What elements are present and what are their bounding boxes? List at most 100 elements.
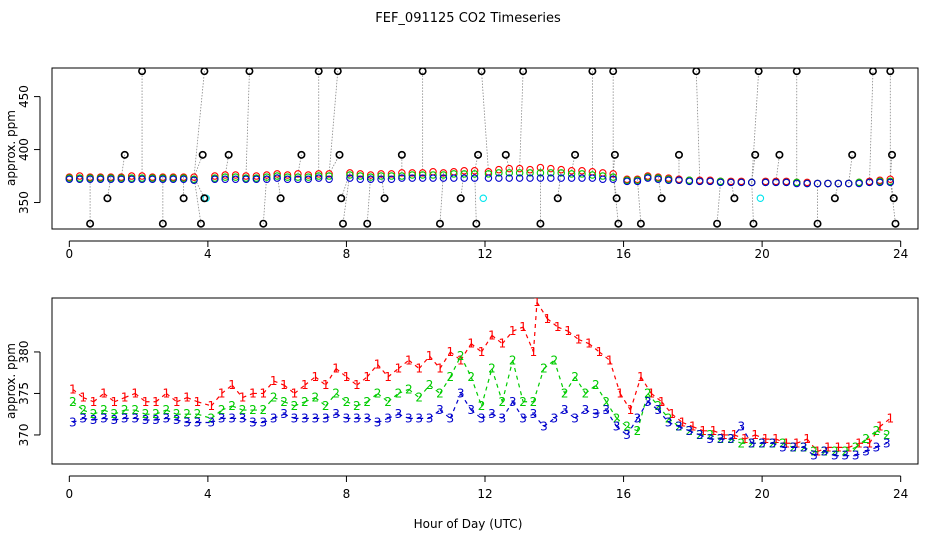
series-line-segment xyxy=(824,450,836,457)
series-line-segment xyxy=(387,392,399,403)
data-point-label: 3 xyxy=(121,411,129,425)
data-point-label: 1 xyxy=(762,432,770,446)
data-point xyxy=(377,175,385,183)
data-point xyxy=(65,175,74,183)
data-point xyxy=(107,175,115,183)
data-point xyxy=(439,169,448,177)
data-point-label: 1 xyxy=(426,349,434,363)
data-point-label: 3 xyxy=(550,411,558,425)
y-tick-label: 375 xyxy=(17,382,31,405)
data-point xyxy=(567,174,576,182)
series-line-segment xyxy=(93,417,105,421)
data-point xyxy=(495,174,503,182)
data-point-label: 2 xyxy=(436,386,444,400)
series-line-segment xyxy=(553,409,566,419)
data-point xyxy=(231,171,240,179)
data-point-label: 2 xyxy=(447,370,455,384)
data-point xyxy=(387,172,396,180)
data-point xyxy=(557,165,565,174)
data-point xyxy=(263,175,271,183)
data-point xyxy=(138,175,146,183)
data-point xyxy=(117,175,126,183)
data-point-label: 3 xyxy=(602,403,610,417)
data-point-label: 1 xyxy=(467,337,475,351)
data-point-label: 3 xyxy=(883,436,891,450)
data-point-label: 1 xyxy=(270,374,278,388)
series-line-segment xyxy=(734,434,746,440)
data-point-label: 1 xyxy=(595,345,603,359)
series-line-segment xyxy=(439,376,451,394)
data-point-label: 1 xyxy=(855,436,863,450)
data-point xyxy=(252,172,261,180)
x-tick-label: 12 xyxy=(477,247,492,261)
series-line-segment xyxy=(772,442,784,448)
series-line-segment xyxy=(754,434,766,440)
data-point-label: 1 xyxy=(239,391,247,405)
series-line-segment xyxy=(398,359,410,370)
series-line-segment xyxy=(730,438,742,444)
data-point-label: 3 xyxy=(498,411,506,425)
data-point xyxy=(283,173,292,181)
data-point xyxy=(86,175,94,183)
series-line-segment xyxy=(366,364,379,378)
data-point xyxy=(792,68,801,76)
series-line-segment xyxy=(657,409,670,423)
data-point-label: 1 xyxy=(100,386,108,400)
data-point xyxy=(588,68,597,76)
data-point xyxy=(356,170,365,178)
data-point xyxy=(221,171,229,179)
series-line-segment xyxy=(460,393,472,411)
data-point-label: 3 xyxy=(152,413,160,427)
series-line-segment xyxy=(501,360,514,402)
series-line-segment xyxy=(210,409,223,419)
data-point xyxy=(75,175,84,183)
series-line-segment xyxy=(103,392,115,403)
data-point xyxy=(588,171,597,179)
data-point-label: 1 xyxy=(710,424,718,438)
series-line-segment xyxy=(221,384,233,394)
series-line-segment xyxy=(429,409,441,419)
data-point-label: 1 xyxy=(488,328,496,342)
series-line-segment xyxy=(636,401,649,419)
data-point xyxy=(158,219,167,228)
data-point-label: 2 xyxy=(509,353,517,367)
series-line-segment xyxy=(533,413,545,428)
data-point xyxy=(567,166,576,175)
data-point-label: 2 xyxy=(582,386,590,400)
series-line-segment xyxy=(868,426,881,444)
data-point-label: 3 xyxy=(90,413,98,427)
series-line-segment xyxy=(231,384,243,398)
data-point xyxy=(398,169,406,177)
data-point-label: 3 xyxy=(79,411,87,425)
data-point xyxy=(380,194,389,203)
data-point xyxy=(477,68,486,76)
data-point-label: 3 xyxy=(571,411,579,425)
data-point-label: 3 xyxy=(758,436,766,450)
series-line-segment xyxy=(806,438,819,452)
data-point xyxy=(557,174,565,182)
series-line-segment xyxy=(335,368,347,378)
data-point-label: 3 xyxy=(769,436,777,450)
data-point xyxy=(813,219,822,228)
data-point-label: 1 xyxy=(866,436,874,450)
data-point-label: 2 xyxy=(862,432,870,446)
series-line-segment xyxy=(668,417,680,428)
connector-line xyxy=(380,173,385,199)
data-point-label: 3 xyxy=(301,411,309,425)
series-line-segment xyxy=(439,351,451,369)
series-line-segment xyxy=(626,418,638,436)
data-point xyxy=(772,178,780,187)
data-point xyxy=(198,150,207,159)
series-line-segment xyxy=(855,438,867,448)
data-point xyxy=(273,172,281,180)
series-line-segment xyxy=(72,417,84,424)
x-tick-label: 8 xyxy=(343,247,351,261)
data-point-label: 3 xyxy=(789,440,797,454)
data-point-label: 1 xyxy=(121,391,129,405)
data-point xyxy=(474,150,483,159)
series-line-segment xyxy=(803,446,815,457)
series-line-segment xyxy=(114,397,125,403)
data-point xyxy=(211,175,219,183)
data-point xyxy=(526,169,534,177)
